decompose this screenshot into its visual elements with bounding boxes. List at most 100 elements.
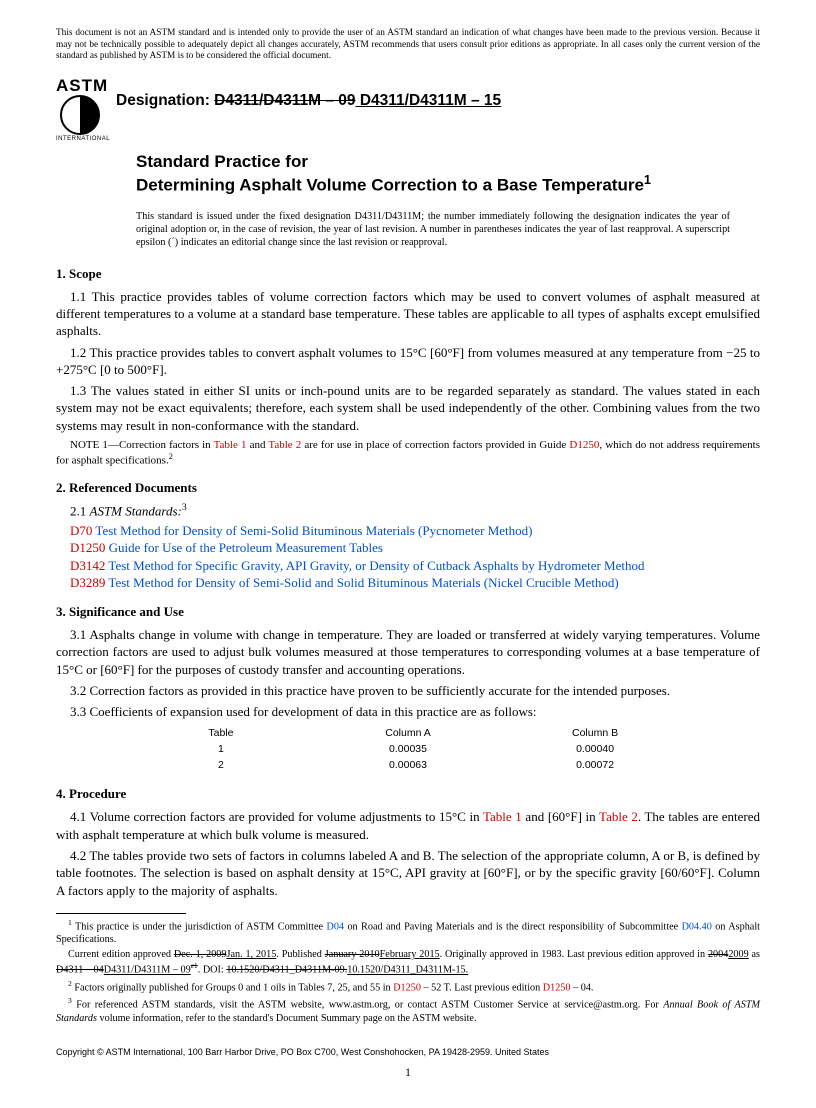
footnote-rule xyxy=(56,913,186,914)
f1-old4: D4311 – 04 xyxy=(56,965,104,976)
ref-code[interactable]: D3142 xyxy=(70,558,105,573)
ref-text[interactable]: Guide for Use of the Petroleum Measureme… xyxy=(105,540,383,555)
f1b: on Road and Paving Materials and is the … xyxy=(344,921,682,932)
f1-old3: 2004 xyxy=(708,949,728,960)
footnote-1-edition: Current edition approved Dec. 1, 2009 Jan… xyxy=(56,948,760,976)
astm-logo: ASTM INTERNATIONAL xyxy=(56,77,104,125)
proc-4-1: 4.1 Volume correction factors are provid… xyxy=(56,808,760,843)
ref-code[interactable]: D3289 xyxy=(70,575,105,590)
copyright-line: Copyright © ASTM International, 100 Barr… xyxy=(56,1047,760,1057)
f1-new6: 10.1520/D4311_D4311M-15. xyxy=(347,965,468,976)
proc-table1-link[interactable]: Table 1 xyxy=(483,809,522,824)
f1d: Current edition approved xyxy=(68,949,174,960)
ref-text[interactable]: Test Method for Density of Semi-Solid an… xyxy=(105,575,618,590)
f2b: – 52 T. Last previous edition xyxy=(421,982,543,993)
ref-d3289: D3289 Test Method for Density of Semi-So… xyxy=(70,574,760,592)
f2-ref2[interactable]: D1250 xyxy=(543,982,571,993)
f1-d04-link[interactable]: D04 xyxy=(326,921,344,932)
coeff-head-b: Column B xyxy=(503,726,688,740)
sig-3-1: 3.1 Asphalts change in volume with chang… xyxy=(56,626,760,678)
proc-4-1-b: and [60°F] in xyxy=(522,809,599,824)
f3a: For referenced ASTM standards, visit the… xyxy=(72,1000,663,1011)
footnote-1: 1 This practice is under the jurisdictio… xyxy=(56,918,760,946)
coeff-a: 0.00035 xyxy=(315,742,500,756)
significance-heading: 3. Significance and Use xyxy=(56,604,760,620)
refs-sub-italic: ASTM Standards: xyxy=(90,504,182,519)
proc-table2-link[interactable]: Table 2 xyxy=(599,809,638,824)
designation-new: D4311/D4311M – 15 xyxy=(356,92,502,109)
refs-sub-sup: 3 xyxy=(182,502,187,513)
header-row: ASTM INTERNATIONAL Designation: D4311/D4… xyxy=(56,77,760,125)
coeff-head-table: Table xyxy=(128,726,313,740)
scope-1-3: 1.3 The values stated in either SI units… xyxy=(56,382,760,434)
logo-text-bottom: INTERNATIONAL xyxy=(56,136,104,142)
note-d1250-link[interactable]: D1250 xyxy=(569,439,599,451)
top-disclaimer: This document is not an ASTM standard an… xyxy=(56,28,760,63)
sig-3-3: 3.3 Coefficients of expansion used for d… xyxy=(56,703,760,720)
note-b: and xyxy=(246,439,268,451)
designation-line: Designation: D4311/D4311M – 09 D4311/D43… xyxy=(116,92,501,110)
f2a: Factors originally published for Groups … xyxy=(72,982,393,993)
coeff-t: 1 xyxy=(128,742,313,756)
note-sup: 2 xyxy=(169,452,173,461)
refs-sub: 2.1 ASTM Standards:3 xyxy=(56,502,760,520)
procedure-heading: 4. Procedure xyxy=(56,786,760,802)
logo-text-top: ASTM xyxy=(56,77,104,94)
f1-old5: ε1 xyxy=(191,961,198,970)
title-line2: Determining Asphalt Volume Correction to… xyxy=(136,176,644,195)
coeff-t: 2 xyxy=(128,758,313,772)
coefficient-table: Table Column A Column B 1 0.00035 0.0004… xyxy=(126,724,689,774)
globe-icon xyxy=(60,95,100,135)
refs-sub-num: 2.1 xyxy=(70,504,90,519)
ref-code[interactable]: D1250 xyxy=(70,540,105,555)
f1e: . Published xyxy=(276,949,324,960)
coeff-row: 1 0.00035 0.00040 xyxy=(128,742,687,756)
ref-code[interactable]: D70 xyxy=(70,523,92,538)
coeff-head-a: Column A xyxy=(315,726,500,740)
f1-old6: 10.1520/D4311_D4311M-09. xyxy=(226,965,347,976)
f1-old1: Dec. 1, 2009 xyxy=(174,949,227,960)
refs-heading: 2. Referenced Documents xyxy=(56,480,760,496)
designation-old: D4311/D4311M – 09 xyxy=(214,92,355,109)
f2c: – 04. xyxy=(571,982,594,993)
proc-4-1-a: 4.1 Volume correction factors are provid… xyxy=(70,809,483,824)
coeff-a: 0.00063 xyxy=(315,758,500,772)
f1-d0440-link[interactable]: D04.40 xyxy=(682,921,712,932)
coeff-b: 0.00040 xyxy=(503,742,688,756)
scope-heading: 1. Scope xyxy=(56,266,760,282)
title-line1: Standard Practice for xyxy=(136,152,308,171)
scope-1-2: 1.2 This practice provides tables to con… xyxy=(56,344,760,379)
page-number: 1 xyxy=(56,1065,760,1080)
coeff-b: 0.00072 xyxy=(503,758,688,772)
ref-d3142: D3142 Test Method for Specific Gravity, … xyxy=(70,557,760,575)
footnote-3: 3 For referenced ASTM standards, visit t… xyxy=(56,996,760,1024)
note-c: are for use in place of correction facto… xyxy=(301,439,569,451)
note-table2-link[interactable]: Table 2 xyxy=(268,439,301,451)
footnote-2: 2 Factors originally published for Group… xyxy=(56,979,760,994)
f1g: as xyxy=(749,949,760,960)
ref-d1250: D1250 Guide for Use of the Petroleum Mea… xyxy=(70,539,760,557)
sig-3-2: 3.2 Correction factors as provided in th… xyxy=(56,682,760,699)
coeff-row: 2 0.00063 0.00072 xyxy=(128,758,687,772)
f1-new2: February 2015 xyxy=(380,949,440,960)
note-label: NOTE 1— xyxy=(70,439,119,451)
note-table1-link[interactable]: Table 1 xyxy=(214,439,247,451)
ref-text[interactable]: Test Method for Specific Gravity, API Gr… xyxy=(105,558,644,573)
f1-old2: January 2010 xyxy=(325,949,380,960)
f3b: volume information, refer to the standar… xyxy=(97,1013,477,1024)
f1a: This practice is under the jurisdiction … xyxy=(72,921,327,932)
f1h: . DOI: xyxy=(198,965,227,976)
issuance-note: This standard is issued under the fixed … xyxy=(136,210,730,250)
ref-d70: D70 Test Method for Density of Semi-Soli… xyxy=(70,522,760,540)
f1-new4: D4311/D4311M – 09 xyxy=(104,965,191,976)
note-a: Correction factors in xyxy=(119,439,214,451)
f1f: . Originally approved in 1983. Last prev… xyxy=(440,949,708,960)
footnotes: 1 This practice is under the jurisdictio… xyxy=(56,918,760,1025)
proc-4-2: 4.2 The tables provide two sets of facto… xyxy=(56,847,760,899)
f1-new3: 2009 xyxy=(728,949,748,960)
scope-1-1: 1.1 This practice provides tables of vol… xyxy=(56,288,760,340)
f2-ref1[interactable]: D1250 xyxy=(393,982,421,993)
scope-note-1: NOTE 1—Correction factors in Table 1 and… xyxy=(56,438,760,468)
title-footnote-sup: 1 xyxy=(644,172,651,187)
ref-text[interactable]: Test Method for Density of Semi-Solid Bi… xyxy=(92,523,532,538)
